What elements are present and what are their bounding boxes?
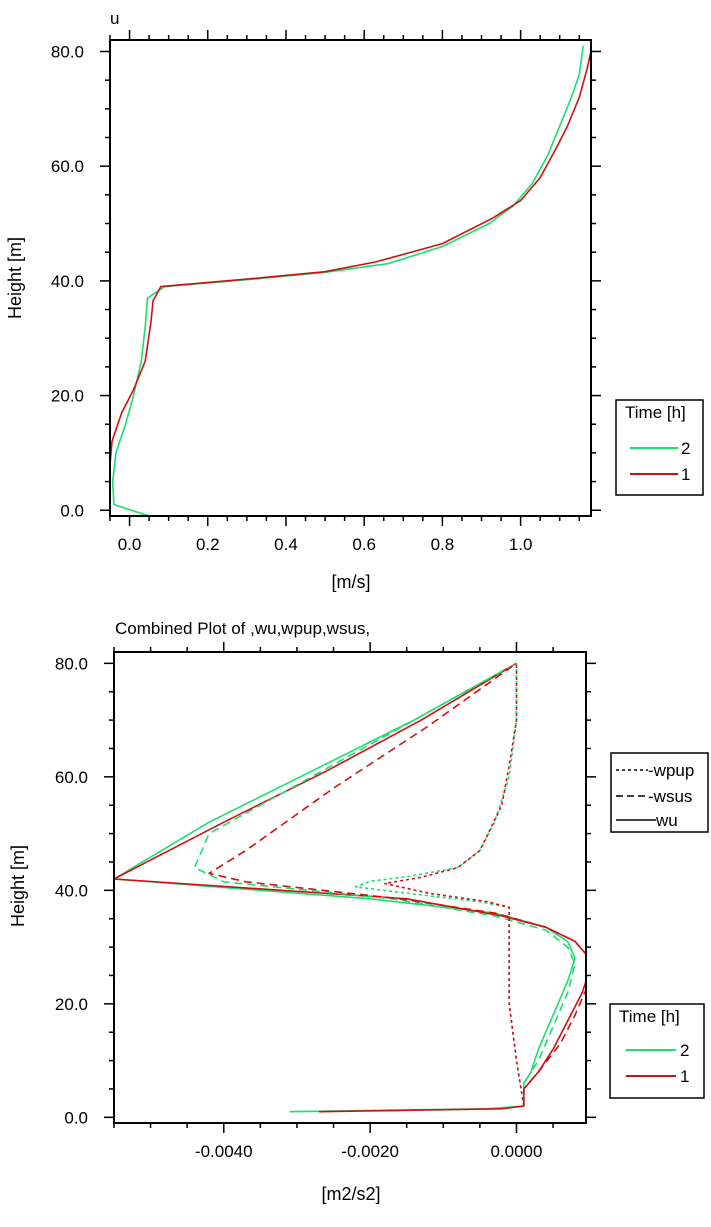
chart-u-series-2: [111, 45, 584, 516]
chart-combined-x-tick-label: -0.0020: [341, 1142, 399, 1161]
chart-combined-legend: Time [h] 2 1: [609, 1003, 705, 1099]
chart-u-x-tick-label: 1.0: [509, 535, 533, 554]
chart-u-legend: Time [h] 2 1: [615, 399, 704, 496]
chart-combined-series-wsus-2: [193, 662, 576, 1106]
style-legend-label-wsus: -wsus: [648, 787, 692, 806]
chart-u-ylabel: Height [m]: [5, 237, 25, 319]
chart-combined-legend-label-2: 2: [680, 1041, 689, 1060]
chart-u-x-tick-label: 0.8: [431, 535, 455, 554]
chart-combined-y-tick-label: 0.0: [64, 1108, 88, 1127]
chart-combined-x-tick-label: -0.0040: [195, 1142, 253, 1161]
chart-combined-y-tick-label: 80.0: [55, 654, 88, 673]
chart-combined-series-wu-2: [114, 662, 576, 1113]
chart-combined-legend-title: Time [h]: [619, 1007, 680, 1026]
chart-combined-xlabel: [m2/s2]: [321, 1184, 380, 1204]
chart-u-x-tick-label: 0.6: [352, 535, 376, 554]
chart-u-plot-area: [109, 39, 592, 517]
chart-combined-y-tick-label: 20.0: [55, 995, 88, 1014]
chart-u-legend-label-1: 1: [681, 465, 690, 484]
chart-combined: Combined Plot of ,wu,wpup,wsus, -0.0040 -…: [8, 619, 709, 1204]
chart-u-y-tick-label: 0.0: [60, 501, 84, 520]
chart-combined-title: Combined Plot of ,wu,wpup,wsus,: [115, 619, 370, 638]
chart-u-y-tick-label: 80.0: [51, 42, 84, 61]
chart-combined-y-tick-label: 40.0: [55, 881, 88, 900]
chart-u-xlabel: [m/s]: [332, 572, 371, 592]
chart-u-frame: [109, 39, 592, 517]
chart-u-x-tick-label: 0.0: [118, 535, 142, 554]
chart-u-y-tick-label: 40.0: [51, 272, 84, 291]
chart-u: u 0.0 0.2 0.4 0.6 0.8 1.0 0.0 20.0 40.0 60.0 80.0…: [5, 9, 704, 592]
chart-combined-plot-area: [113, 651, 587, 1124]
chart-u-legend-label-2: 2: [681, 439, 690, 458]
chart-combined-series-wpup-1: [384, 663, 525, 1107]
chart-combined-x-tick-label: 0.0000: [490, 1142, 542, 1161]
chart-u-x-tick-label: 0.4: [274, 535, 298, 554]
chart-u-y-tick-label: 20.0: [51, 387, 84, 406]
chart-combined-series-wsus-1: [208, 662, 586, 1106]
chart-u-x-tick-label: 0.2: [196, 535, 220, 554]
chart-combined-style-legend: -wpup -wsus wu: [610, 752, 709, 833]
chart-combined-style-legend-box: [610, 752, 709, 833]
chart-u-y-tick-label: 60.0: [51, 157, 84, 176]
style-legend-label-wu: wu: [655, 811, 678, 830]
chart-combined-series-wpup-2: [354, 663, 525, 1107]
chart-combined-series-wu-1: [114, 662, 586, 1113]
chart-u-series-1: [110, 51, 591, 465]
chart-u-title: u: [110, 9, 119, 28]
chart-combined-y-tick-label: 60.0: [55, 768, 88, 787]
style-legend-label-wpup: -wpup: [648, 761, 694, 780]
chart-combined-frame: [113, 651, 587, 1124]
chart-combined-legend-label-1: 1: [680, 1067, 689, 1086]
chart-u-legend-title: Time [h]: [625, 403, 686, 422]
chart-combined-ylabel: Height [m]: [8, 845, 28, 927]
